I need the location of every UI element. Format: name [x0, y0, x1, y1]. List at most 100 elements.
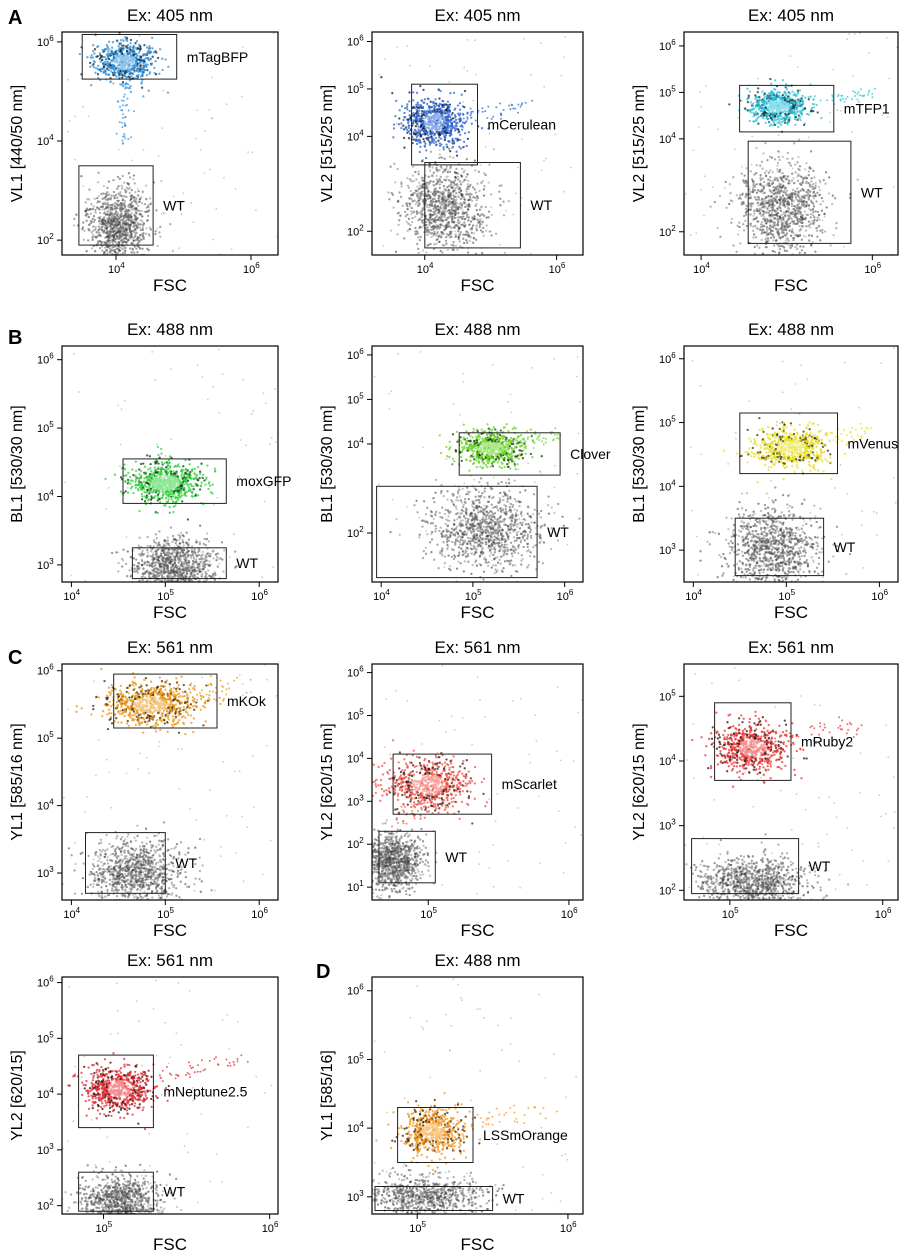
- event-fp: [763, 92, 766, 95]
- noise-event: [138, 34, 141, 37]
- event-wt: [801, 265, 803, 267]
- event-wt: [419, 225, 422, 228]
- event-wt: [73, 217, 76, 221]
- event-wt: [124, 224, 128, 227]
- event-wt: [766, 233, 769, 236]
- event-wt: [93, 250, 97, 253]
- event-wt: [136, 227, 139, 230]
- noise-event: [447, 168, 449, 171]
- event-wt: [752, 233, 756, 236]
- event-wt: [449, 202, 452, 206]
- event-wt: [468, 203, 471, 206]
- event-fp: [430, 129, 434, 133]
- event-wt: [453, 220, 456, 224]
- event-wt: [101, 202, 105, 205]
- noise-event: [162, 89, 164, 92]
- event-wt: [475, 227, 478, 230]
- event-wt: [122, 227, 125, 230]
- event-wt: [116, 247, 119, 250]
- event-wt: [111, 239, 114, 242]
- event-wt: [430, 202, 434, 205]
- event-wt: [94, 236, 98, 239]
- event-wt: [756, 244, 759, 247]
- event-fp: [774, 106, 778, 110]
- event-fp: [432, 116, 435, 119]
- event-wt: [465, 190, 468, 193]
- event-wt: [123, 216, 126, 219]
- event-fp: [422, 121, 425, 125]
- event-fp: [765, 102, 769, 105]
- event-wt: [742, 214, 746, 218]
- event-tail: [871, 96, 874, 99]
- event-wt: [831, 203, 834, 206]
- event-fp: [103, 48, 106, 51]
- event-fp: [104, 60, 107, 64]
- event-wt: [121, 187, 124, 190]
- event-wt: [481, 230, 485, 234]
- event-wt: [134, 200, 138, 204]
- event-wt: [804, 229, 808, 232]
- event-fp: [130, 68, 133, 71]
- event-fp: [93, 52, 96, 55]
- event-fp: [442, 100, 445, 103]
- event-wt: [142, 237, 145, 241]
- event-wt: [461, 180, 464, 184]
- event-wt: [760, 223, 763, 226]
- event-fp: [435, 131, 439, 134]
- event-fp: [143, 43, 146, 47]
- event-fp: [431, 105, 434, 109]
- event-fp: [769, 123, 773, 126]
- event-tail: [841, 97, 844, 100]
- noise-event: [74, 158, 76, 161]
- event-fp: [407, 121, 410, 125]
- event-fp: [439, 89, 442, 93]
- noise-event: [225, 103, 228, 106]
- event-wt: [117, 245, 120, 248]
- event-fp: [118, 47, 121, 50]
- event-wt: [113, 212, 117, 215]
- event-wt: [116, 175, 120, 179]
- event-wt: [430, 235, 433, 239]
- event-fp: [135, 64, 138, 68]
- event-wt: [444, 179, 447, 182]
- event-wt: [448, 193, 451, 197]
- event-tail: [807, 96, 810, 99]
- event-wt: [416, 242, 419, 246]
- event-wt: [779, 209, 783, 213]
- event-fp: [777, 108, 781, 111]
- event-fp: [459, 125, 462, 128]
- event-wt: [444, 196, 448, 200]
- event-wt: [123, 271, 125, 273]
- event-fp: [426, 97, 429, 100]
- event-fp: [125, 49, 129, 53]
- event-wt: [835, 226, 838, 230]
- noise-event: [475, 73, 477, 76]
- event-fp: [431, 109, 434, 112]
- event-fp: [758, 107, 761, 110]
- event-fp: [427, 120, 430, 124]
- event-wt: [141, 220, 144, 223]
- event-fp: [138, 59, 141, 62]
- event-fp: [143, 58, 146, 61]
- event-fp: [424, 133, 427, 136]
- event-wt: [421, 179, 424, 182]
- event-wt: [134, 239, 137, 242]
- event-fp: [419, 145, 422, 149]
- event-wt: [159, 225, 162, 228]
- event-wt: [770, 211, 774, 215]
- event-wt: [396, 233, 399, 236]
- event-wt: [92, 205, 95, 208]
- event-wt: [133, 198, 136, 201]
- event-wt: [769, 175, 772, 179]
- event-wt: [453, 226, 456, 229]
- event-wt: [432, 213, 435, 217]
- event-tail: [786, 98, 789, 101]
- event-fp: [437, 107, 440, 111]
- event-wt: [108, 213, 111, 216]
- event-wt: [137, 194, 140, 197]
- event-fp: [762, 100, 766, 103]
- noise-event: [881, 114, 884, 116]
- event-fp: [435, 128, 438, 132]
- event-fp: [445, 109, 448, 112]
- event-wt: [147, 256, 149, 258]
